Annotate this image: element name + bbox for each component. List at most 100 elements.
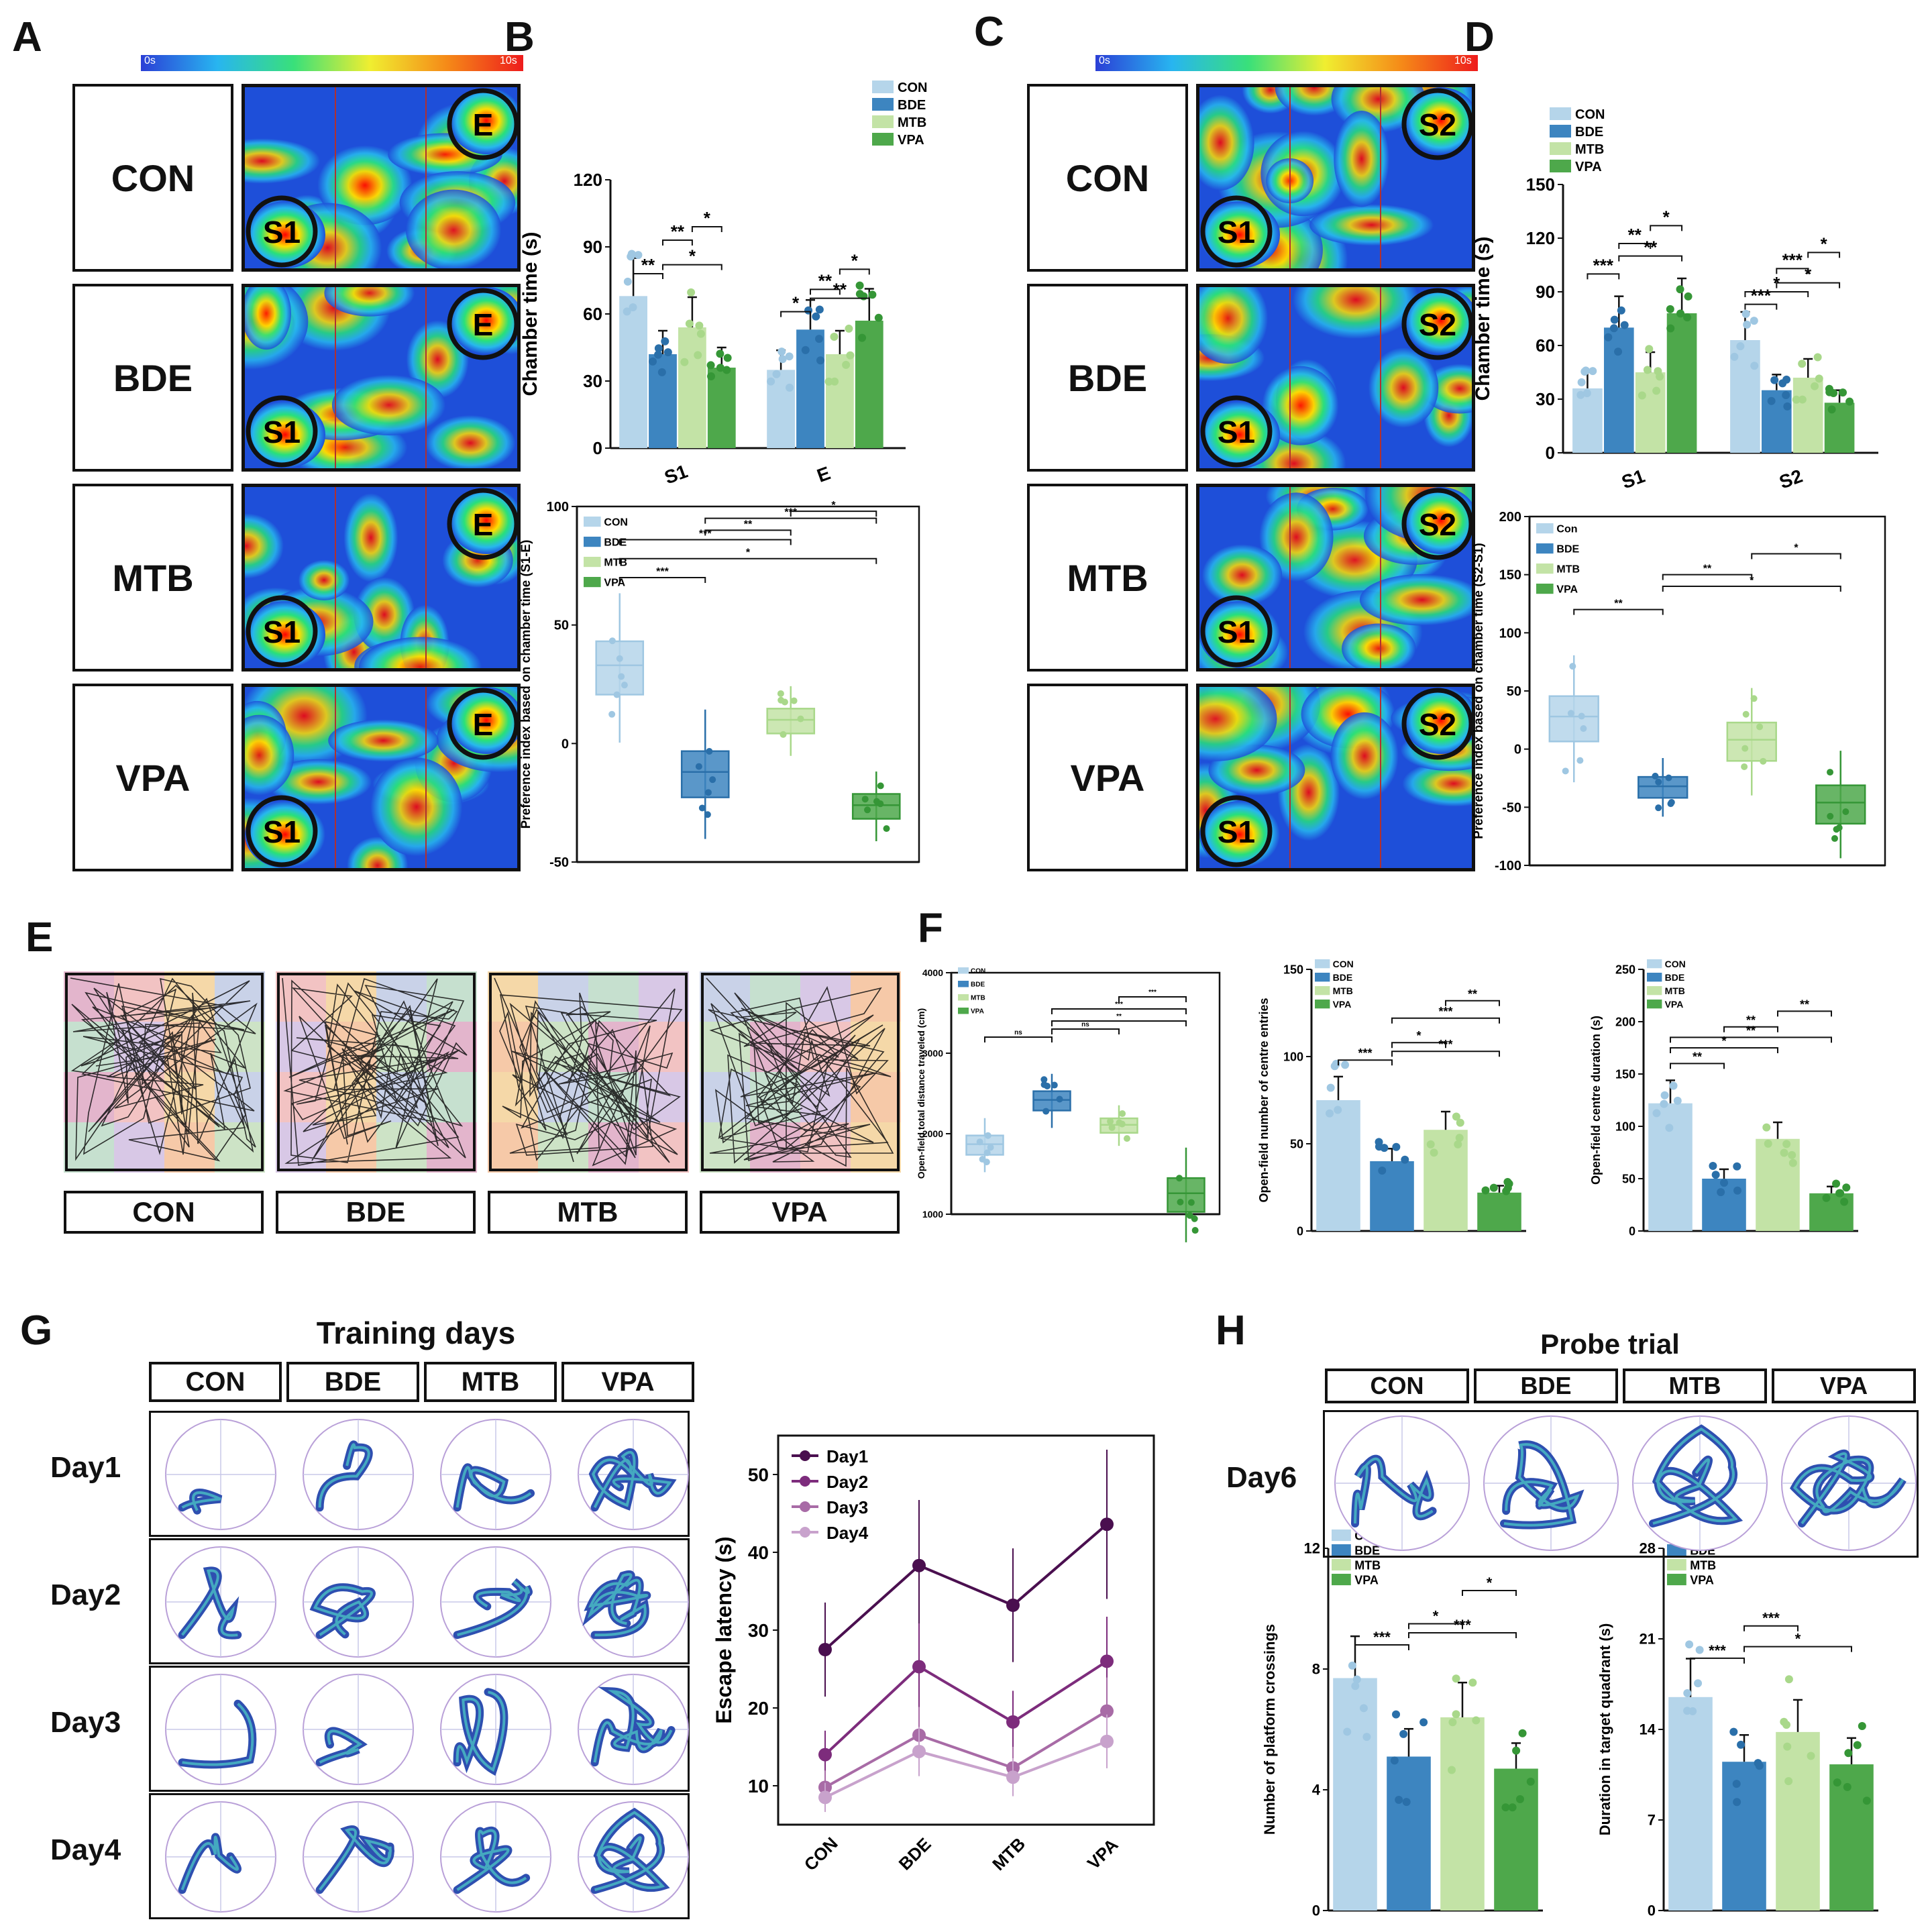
legend-swatch [958,994,969,1001]
data-point [859,292,868,301]
sig-label: ** [1746,1014,1756,1027]
heat-blob [245,601,325,668]
pool [578,1419,689,1530]
data-point [1743,320,1752,329]
data-point [797,715,804,722]
legend-label: BDE [1556,544,1579,555]
data-point [1352,1675,1361,1684]
legend-swatch [584,577,601,588]
sig-bracket [1776,282,1841,288]
data-point [1741,309,1750,318]
swim-path-core [181,1491,221,1511]
data-point [845,324,853,333]
bar [1668,1697,1713,1911]
legend-label: MTB [604,557,627,569]
sig-bracket [1391,1042,1446,1049]
data-point [1576,757,1584,764]
sig-bracket [619,539,792,545]
sig-label: ** [1468,987,1477,1001]
data-point [1191,1227,1199,1234]
y-tick-label: 8 [1312,1661,1320,1678]
cup-label-s1: S1 [1218,415,1255,449]
heatmap-canvas: S1 S2 [1199,487,1472,668]
data-point [861,796,869,803]
data-point [1576,390,1585,399]
y-tick-label: 28 [1640,1540,1656,1557]
data-point [1582,389,1591,398]
legend-label: MTB [1333,985,1353,996]
group-label-mtb: MTB [1027,484,1188,672]
sig-bracket [1462,1590,1517,1596]
sig-label: *** [1454,1617,1471,1633]
heat-blob [245,201,325,268]
heat-blob [1293,287,1419,339]
data-point [1666,324,1675,333]
y-tick-label: 250 [1615,963,1635,976]
data-point [1788,1150,1796,1159]
data-point [1755,1762,1764,1770]
legend-swatch [1550,160,1571,172]
data-point [1807,1752,1815,1760]
y-tick-label: 120 [574,170,602,190]
data-point [1108,1124,1116,1131]
data-point [790,697,798,704]
data-point [1419,1718,1428,1727]
data-point [1489,1183,1498,1192]
heat-blob [328,719,439,762]
data-point [1741,763,1748,770]
x-category-label: BDE [895,1834,935,1874]
data-point [1401,1155,1409,1164]
heat-blob [331,374,446,435]
bar [855,321,883,448]
probe-trial-title: Probe trial [1540,1328,1680,1360]
data-point [1617,306,1625,315]
cup-circle [1200,195,1273,268]
swim-path-core [1354,1457,1434,1524]
data-point [1770,376,1779,384]
data-point [1811,382,1819,390]
data-point [1454,1140,1462,1148]
legend-swatch [584,557,601,568]
data-point [627,250,636,258]
data-point [1392,1710,1401,1719]
y-axis-label: Open-field centre duration (s) [1589,1016,1603,1185]
sig-label: *** [1751,286,1772,306]
sig-label: ** [1800,998,1809,1011]
legend-label: VPA [1690,1573,1714,1587]
data-point [1567,710,1574,717]
legend-swatch [1315,959,1330,969]
heatmap-arena: S1 S2 [1196,684,1475,871]
data-point [1341,1061,1350,1069]
day-label: Day3 [50,1706,121,1739]
cup-label: E [473,507,494,542]
legend-swatch [1332,1559,1351,1571]
box [1726,721,1777,762]
data-point [1610,315,1619,324]
sig-bracket [1445,1000,1500,1006]
data-point [855,281,864,290]
heat-blob [1201,544,1283,606]
heat-blob [1199,401,1280,468]
bar [707,368,736,448]
data-point [1051,1081,1058,1089]
group-label-vpa: VPA [700,1191,900,1234]
sig-bracket [633,273,663,279]
data-point [818,1790,832,1805]
data-point [1720,1179,1729,1187]
data-point [858,333,867,342]
swim-path-core [1503,1443,1580,1527]
data-point [1730,352,1739,361]
bar [1494,1768,1538,1911]
data-point [685,319,694,328]
data-point [1842,1183,1851,1192]
data-point [1581,366,1590,375]
group-label-mtb: MTB [488,1191,688,1234]
pool [440,1801,551,1913]
chart-b-preference-index: -50 0 50 100 Preference index based on chamb… [519,500,920,870]
cup-circle [246,795,318,867]
data-point [1741,745,1749,752]
data-point [1862,1796,1871,1805]
swim-path-core [587,1572,649,1637]
y-tick-label: 50 [748,1464,769,1485]
